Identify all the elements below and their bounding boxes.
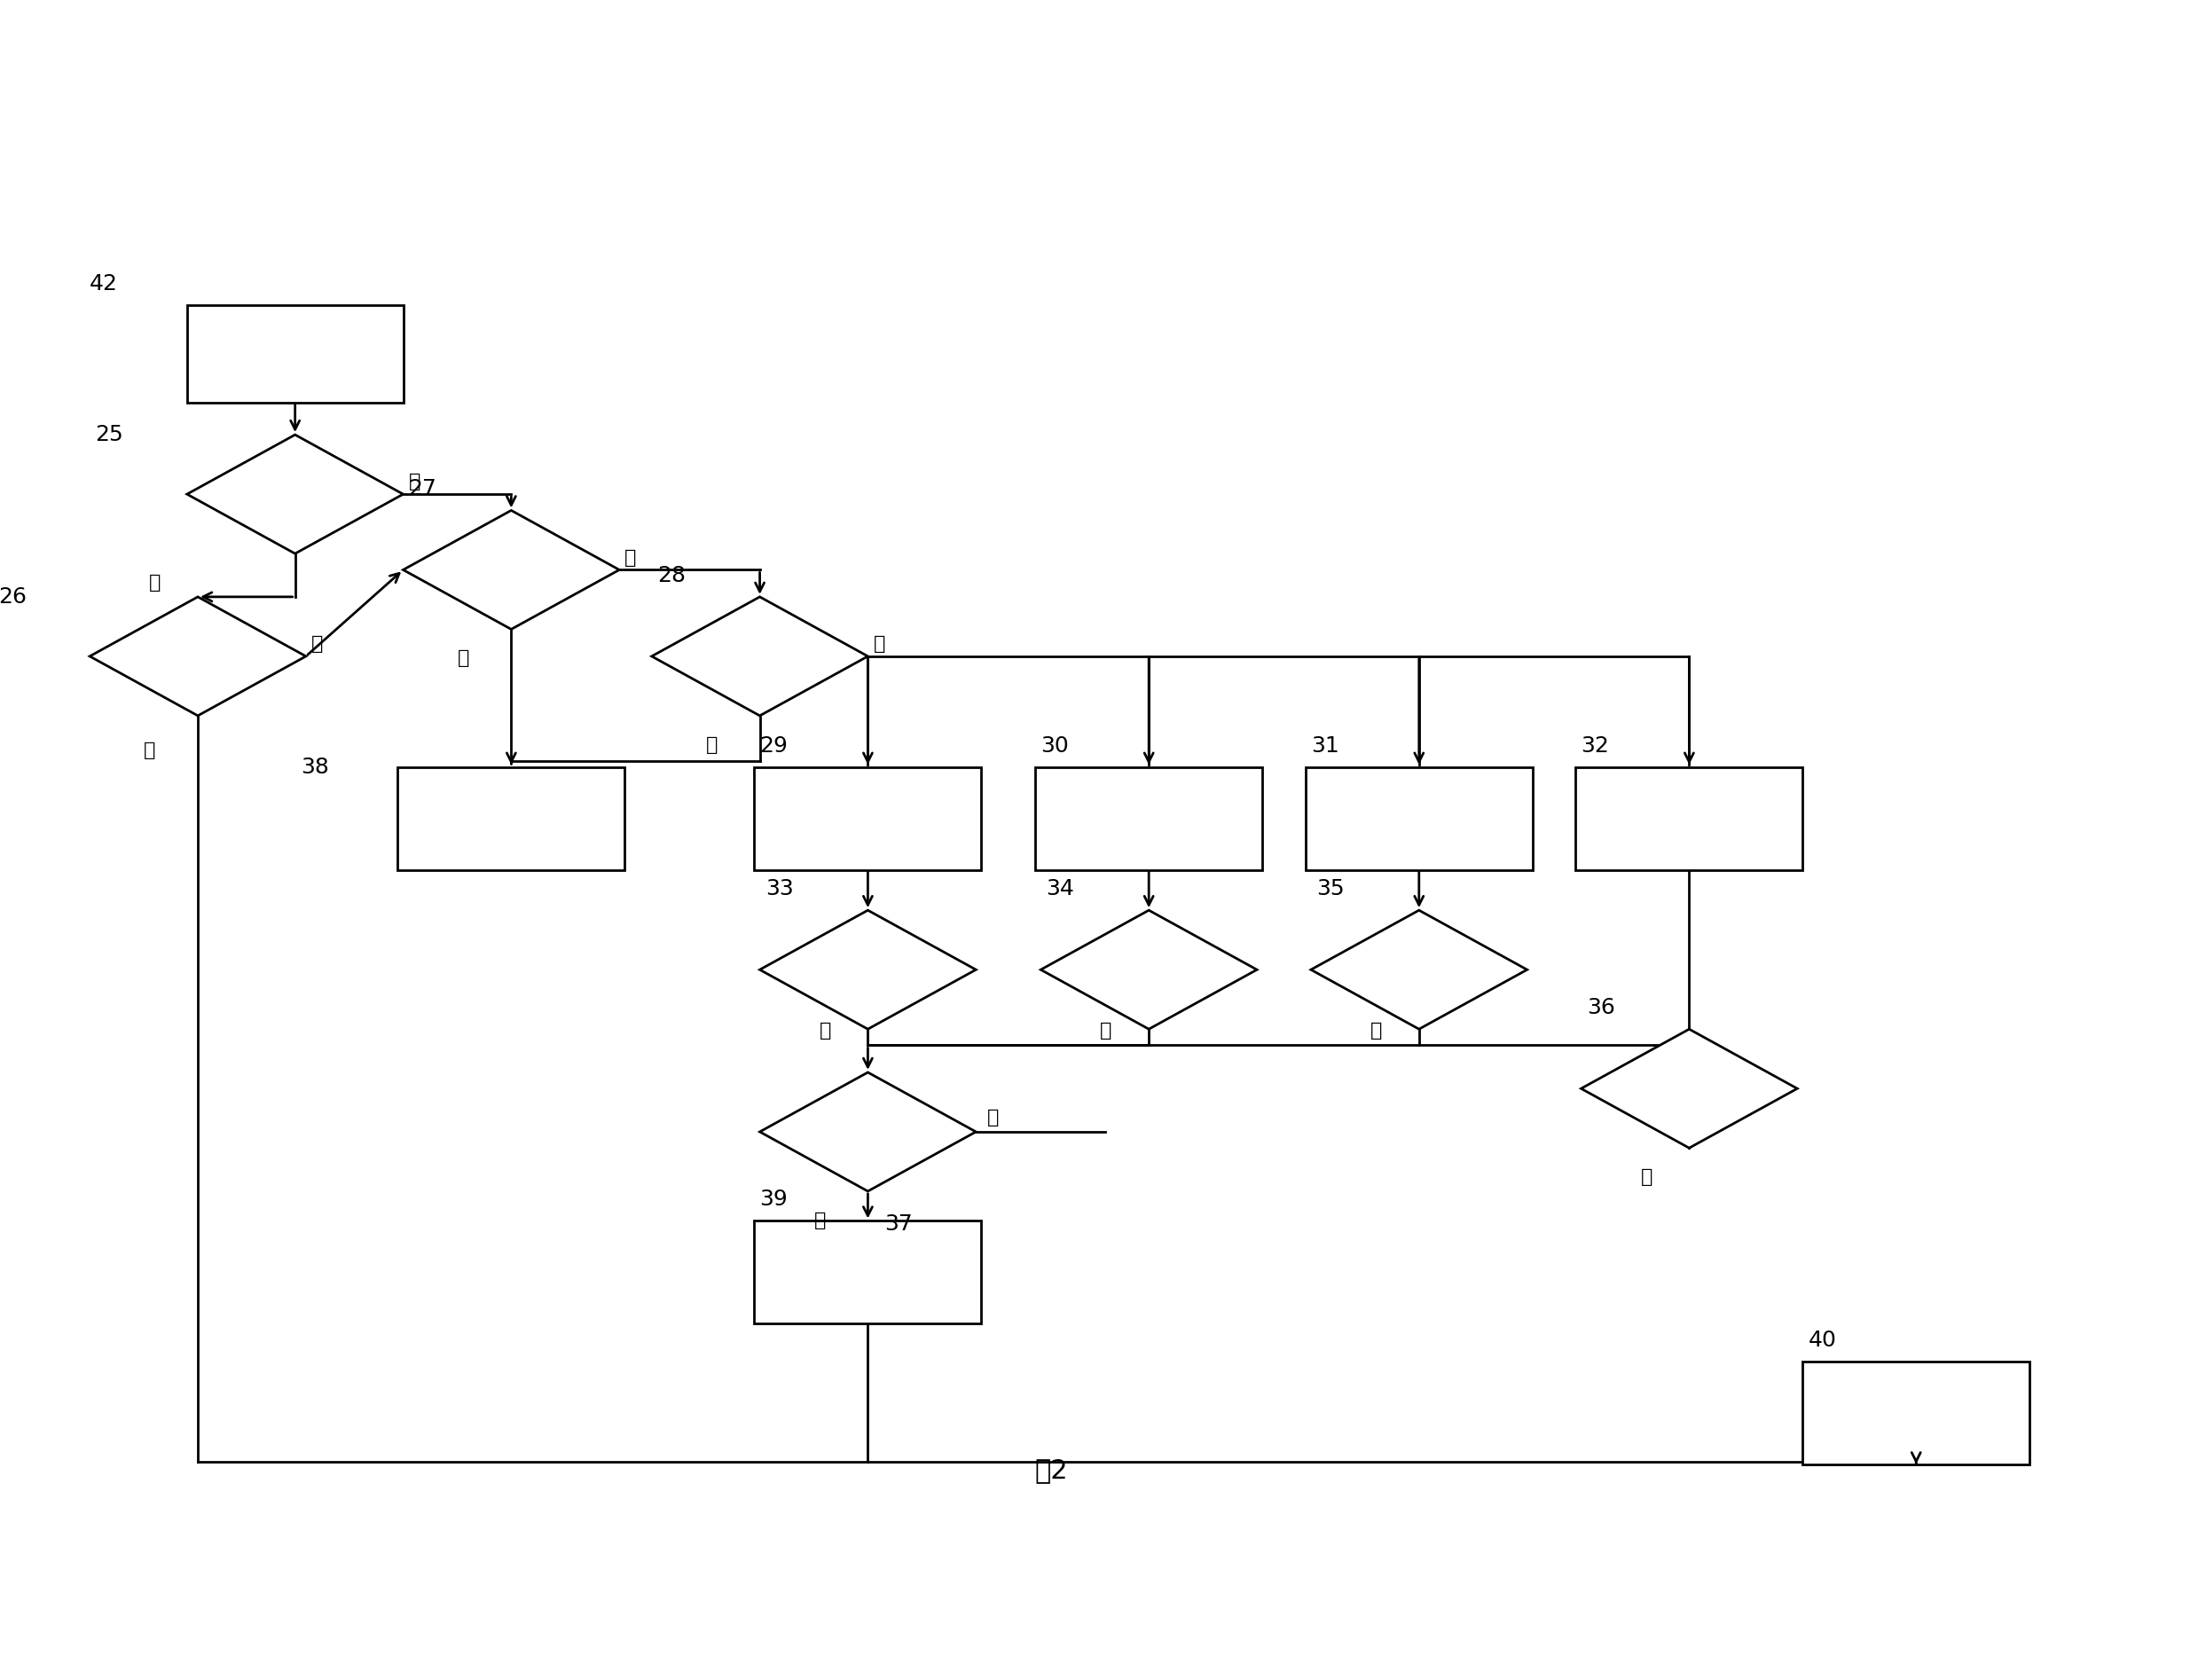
FancyBboxPatch shape [753, 1221, 981, 1324]
Text: 31: 31 [1312, 734, 1338, 756]
Polygon shape [1312, 911, 1526, 1030]
Text: 是: 是 [458, 650, 469, 667]
Text: 37: 37 [885, 1213, 913, 1235]
Polygon shape [1040, 911, 1257, 1030]
FancyBboxPatch shape [186, 306, 403, 402]
Text: 27: 27 [410, 479, 436, 499]
Text: 是: 是 [149, 573, 162, 591]
Polygon shape [760, 1072, 977, 1191]
Text: 是: 是 [145, 741, 155, 759]
Polygon shape [403, 511, 620, 630]
Polygon shape [1581, 1030, 1798, 1147]
Polygon shape [653, 596, 867, 716]
Text: 39: 39 [760, 1189, 788, 1210]
FancyBboxPatch shape [399, 768, 624, 870]
Text: 否: 否 [311, 635, 324, 654]
Text: 28: 28 [657, 564, 685, 586]
Text: 35: 35 [1316, 879, 1345, 899]
FancyBboxPatch shape [1577, 768, 1802, 870]
Polygon shape [760, 911, 977, 1030]
Text: 38: 38 [300, 756, 328, 778]
Text: 42: 42 [90, 272, 118, 294]
Text: 否: 否 [988, 1109, 999, 1126]
FancyBboxPatch shape [1036, 768, 1261, 870]
Text: 25: 25 [94, 425, 123, 445]
FancyBboxPatch shape [1802, 1361, 2030, 1463]
Text: 36: 36 [1586, 996, 1614, 1018]
Text: 是: 是 [1371, 1021, 1382, 1040]
Text: 否: 否 [410, 474, 420, 491]
FancyBboxPatch shape [1305, 768, 1533, 870]
Text: 图2: 图2 [1036, 1457, 1069, 1483]
Polygon shape [90, 596, 307, 716]
Text: 34: 34 [1047, 879, 1075, 899]
Polygon shape [186, 435, 403, 554]
FancyBboxPatch shape [753, 768, 981, 870]
Text: 29: 29 [760, 734, 788, 756]
Text: 26: 26 [0, 586, 26, 608]
Text: 30: 30 [1040, 734, 1069, 756]
Text: 是: 是 [815, 1211, 826, 1230]
Text: 是: 是 [1099, 1021, 1113, 1040]
Text: 是: 是 [705, 736, 718, 754]
Text: 否: 否 [874, 635, 885, 654]
Text: 否: 否 [624, 549, 637, 566]
Text: 是: 是 [819, 1021, 830, 1040]
Text: 33: 33 [764, 879, 793, 899]
Text: 是: 是 [1640, 1168, 1653, 1186]
Text: 40: 40 [1809, 1329, 1837, 1351]
Text: 32: 32 [1581, 734, 1610, 756]
